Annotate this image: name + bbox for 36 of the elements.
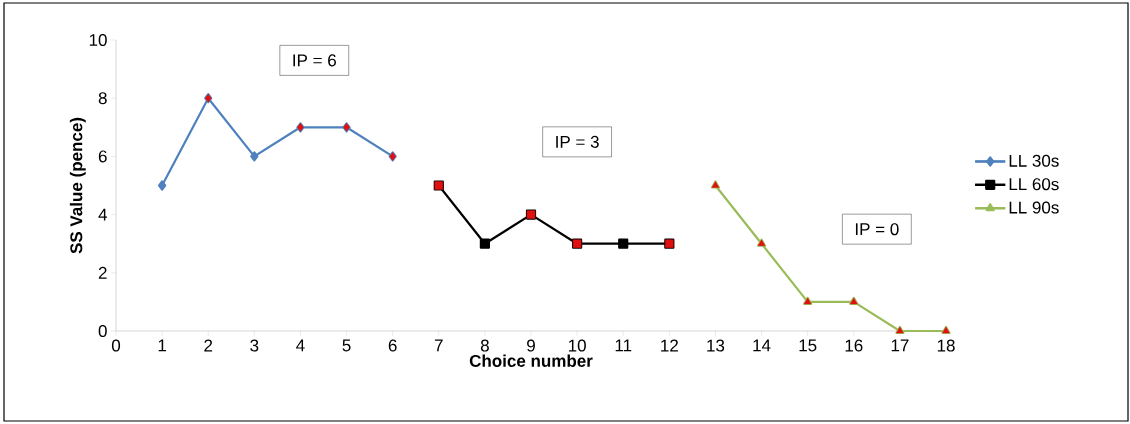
- x-tick-label: 17: [891, 339, 909, 352]
- y-tick-label: 10: [89, 33, 107, 47]
- point: [618, 238, 629, 249]
- x-tick-label: 9: [527, 339, 535, 352]
- y-tick-label: 4: [98, 208, 107, 221]
- x-tick-label: 1: [158, 339, 167, 352]
- x-tick-label: 5: [342, 339, 351, 352]
- y-tick-label: 0: [98, 324, 107, 338]
- x-tick-label: 3: [250, 339, 259, 352]
- annotation: IP = 0: [855, 223, 899, 236]
- point: [158, 180, 167, 191]
- x-tick-label: 18: [937, 339, 955, 352]
- x-tick-label: 8: [480, 339, 489, 352]
- x-tick-label: 13: [707, 339, 725, 352]
- x-tick-label: 10: [568, 339, 586, 352]
- legend-label: LL 90s: [1009, 201, 1059, 214]
- x-tick-label: 11: [615, 339, 632, 352]
- y-tick-label: 2: [98, 266, 107, 279]
- x-tick-label: 7: [434, 339, 443, 352]
- y-axis-title: SS Value (pence): [69, 117, 86, 254]
- point: [250, 151, 259, 162]
- legend-label: LL 60s: [1009, 178, 1059, 191]
- x-tick-label: 15: [799, 339, 817, 352]
- x-tick-label: 12: [661, 339, 678, 352]
- x-tick-label: 2: [204, 339, 213, 352]
- y-tick-label: 6: [98, 150, 107, 163]
- x-tick-label: 4: [296, 339, 305, 352]
- x-tick-label: 14: [753, 339, 771, 352]
- legend-label: LL 30s: [1009, 154, 1059, 167]
- annotation: IP = 3: [556, 135, 599, 148]
- x-tick-label: 16: [845, 339, 863, 352]
- x-axis-title: Choice number: [469, 354, 593, 367]
- y-tick-label: 8: [98, 92, 107, 105]
- x-tick-label: 0: [111, 339, 121, 352]
- annotation: IP = 6: [293, 54, 336, 67]
- x-tick-label: 6: [388, 339, 397, 352]
